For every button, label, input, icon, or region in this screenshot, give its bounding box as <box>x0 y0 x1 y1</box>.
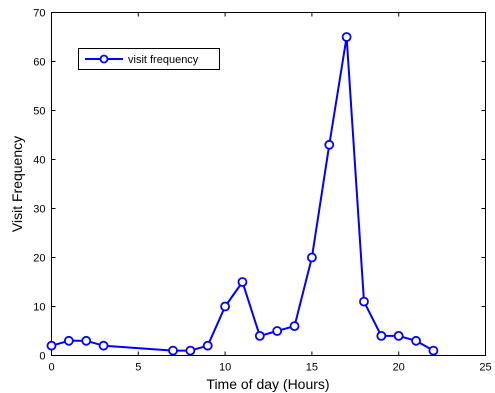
data-point <box>324 139 335 150</box>
legend-box <box>78 48 220 70</box>
y-tick-label: 0 <box>39 351 45 363</box>
data-point <box>237 277 248 287</box>
series-layer <box>46 32 439 356</box>
data-point <box>411 335 421 346</box>
data-point <box>168 345 178 356</box>
data-point <box>202 340 213 351</box>
legend-label: visit frequency <box>128 54 199 66</box>
data-point <box>376 330 387 341</box>
y-axis-label: Visit Frequency <box>9 136 25 232</box>
y-tick-label: 10 <box>33 302 45 314</box>
y-axis: 0 10 20 30 40 50 60 70 <box>33 8 486 363</box>
x-tick-label: 5 <box>135 362 141 374</box>
x-tick-label: 15 <box>306 362 318 374</box>
x-axis: 0 5 10 15 20 25 <box>48 12 492 374</box>
y-tick-label: 50 <box>33 106 45 118</box>
data-point <box>98 340 109 351</box>
x-tick-label: 25 <box>479 362 491 374</box>
y-tick-label: 70 <box>33 8 45 20</box>
data-point <box>428 345 439 356</box>
y-tick-label: 20 <box>33 253 45 265</box>
x-axis-label: Time of day (Hours) <box>206 376 329 392</box>
x-tick-label: 10 <box>219 362 231 374</box>
legend: visit frequency <box>78 48 220 70</box>
data-point <box>63 335 74 346</box>
data-point <box>185 345 196 356</box>
y-tick-label: 40 <box>33 155 45 167</box>
data-point <box>254 330 265 341</box>
y-tick-label: 30 <box>33 204 45 216</box>
legend-marker-swatch <box>99 54 109 64</box>
x-tick-label: 0 <box>48 362 54 374</box>
data-point <box>272 326 283 336</box>
x-tick-label: 20 <box>393 362 405 374</box>
data-point <box>341 32 352 42</box>
data-point <box>220 301 231 312</box>
series-line <box>51 36 434 352</box>
data-point <box>359 296 369 307</box>
data-point <box>81 335 92 346</box>
data-point <box>46 340 57 351</box>
data-point <box>289 321 300 332</box>
y-tick-label: 60 <box>33 57 45 69</box>
data-point <box>306 252 317 263</box>
data-point <box>393 330 404 341</box>
